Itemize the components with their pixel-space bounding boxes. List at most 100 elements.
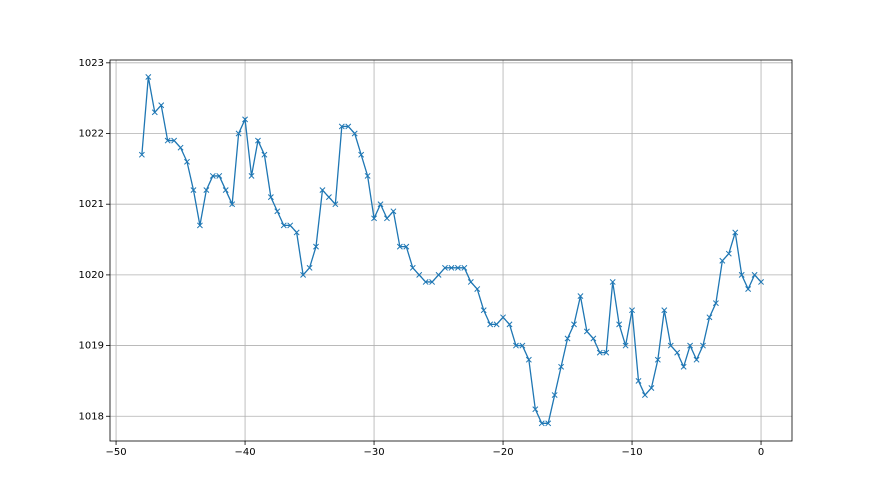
point-marker bbox=[409, 264, 416, 271]
point-marker bbox=[319, 187, 326, 194]
point-marker bbox=[467, 279, 474, 285]
point-marker bbox=[564, 335, 571, 342]
point-marker bbox=[222, 187, 229, 194]
x-tick-label: −50 bbox=[106, 447, 127, 458]
plot-frame bbox=[109, 59, 793, 442]
y-tick-label: 1021 bbox=[79, 199, 104, 210]
point-marker bbox=[190, 187, 197, 194]
point-marker bbox=[719, 257, 726, 264]
point-marker bbox=[384, 215, 390, 222]
point-marker bbox=[209, 172, 216, 179]
y-tick-label: 1018 bbox=[79, 411, 104, 422]
point-marker bbox=[480, 307, 487, 314]
point-marker bbox=[216, 172, 223, 179]
point-marker bbox=[661, 307, 668, 314]
point-marker bbox=[145, 74, 152, 80]
point-marker bbox=[242, 116, 249, 123]
point-marker bbox=[706, 314, 713, 321]
point-marker bbox=[151, 109, 158, 116]
point-marker bbox=[442, 264, 448, 271]
point-marker bbox=[390, 208, 397, 215]
point-marker bbox=[519, 342, 526, 349]
point-marker bbox=[687, 342, 694, 349]
point-marker bbox=[474, 286, 481, 292]
point-marker bbox=[255, 137, 261, 144]
point-marker bbox=[654, 356, 661, 363]
point-marker bbox=[248, 172, 255, 179]
point-marker bbox=[300, 271, 307, 278]
x-tick-label: 0 bbox=[758, 447, 764, 458]
point-marker bbox=[493, 321, 500, 328]
y-tick-label: 1020 bbox=[79, 270, 104, 281]
point-marker bbox=[396, 243, 403, 250]
point-marker bbox=[138, 151, 145, 158]
point-marker bbox=[338, 123, 345, 130]
point-marker bbox=[512, 342, 519, 349]
point-marker bbox=[738, 271, 745, 278]
point-marker bbox=[293, 229, 300, 236]
point-marker bbox=[596, 349, 603, 356]
point-marker bbox=[171, 137, 178, 144]
y-tick-label: 1019 bbox=[79, 341, 104, 352]
point-marker bbox=[745, 286, 752, 292]
point-marker bbox=[196, 222, 203, 229]
point-marker bbox=[558, 363, 565, 370]
point-marker bbox=[725, 250, 732, 257]
point-marker bbox=[674, 349, 681, 356]
point-marker bbox=[680, 363, 687, 370]
point-marker bbox=[732, 229, 739, 236]
x-tick-label: −40 bbox=[235, 447, 256, 458]
point-marker bbox=[158, 102, 165, 109]
point-marker bbox=[751, 271, 758, 278]
x-tick-label: −30 bbox=[363, 447, 384, 458]
point-marker bbox=[622, 342, 629, 349]
point-marker bbox=[461, 264, 468, 271]
point-marker bbox=[287, 222, 294, 229]
point-marker bbox=[306, 264, 313, 271]
point-marker bbox=[325, 194, 332, 201]
point-marker bbox=[532, 406, 539, 413]
point-marker bbox=[429, 279, 436, 285]
point-marker bbox=[371, 215, 378, 222]
point-marker bbox=[693, 356, 700, 363]
point-marker bbox=[616, 321, 623, 328]
point-marker bbox=[364, 172, 371, 179]
point-marker bbox=[267, 194, 274, 201]
point-marker bbox=[538, 420, 545, 427]
point-marker bbox=[525, 356, 532, 363]
x-tick-label: −20 bbox=[492, 447, 513, 458]
y-tick-label: 1023 bbox=[79, 58, 104, 69]
point-marker bbox=[403, 243, 410, 250]
point-marker bbox=[667, 342, 674, 349]
point-marker bbox=[280, 222, 287, 229]
point-marker bbox=[590, 335, 597, 342]
point-marker bbox=[609, 279, 616, 285]
point-marker bbox=[203, 187, 210, 194]
point-marker bbox=[184, 158, 190, 165]
point-marker bbox=[487, 321, 494, 328]
y-tick-label: 1022 bbox=[79, 129, 104, 140]
point-marker bbox=[235, 130, 242, 137]
point-marker bbox=[274, 208, 281, 215]
point-marker bbox=[454, 264, 461, 271]
point-marker bbox=[358, 151, 365, 158]
point-marker bbox=[377, 201, 384, 208]
point-marker bbox=[313, 243, 319, 250]
data-line bbox=[141, 76, 762, 424]
point-marker bbox=[712, 300, 719, 307]
point-marker bbox=[500, 314, 507, 321]
point-marker bbox=[448, 264, 455, 271]
point-marker bbox=[583, 328, 590, 335]
point-marker bbox=[648, 385, 655, 391]
x-tick-label: −10 bbox=[621, 447, 642, 458]
point-marker bbox=[635, 377, 642, 384]
point-marker bbox=[629, 307, 635, 314]
point-marker bbox=[577, 293, 584, 300]
point-marker bbox=[177, 144, 184, 151]
point-marker bbox=[416, 271, 423, 278]
point-marker bbox=[603, 349, 610, 356]
point-marker bbox=[641, 392, 648, 399]
point-marker bbox=[758, 279, 764, 285]
point-marker bbox=[345, 123, 352, 130]
